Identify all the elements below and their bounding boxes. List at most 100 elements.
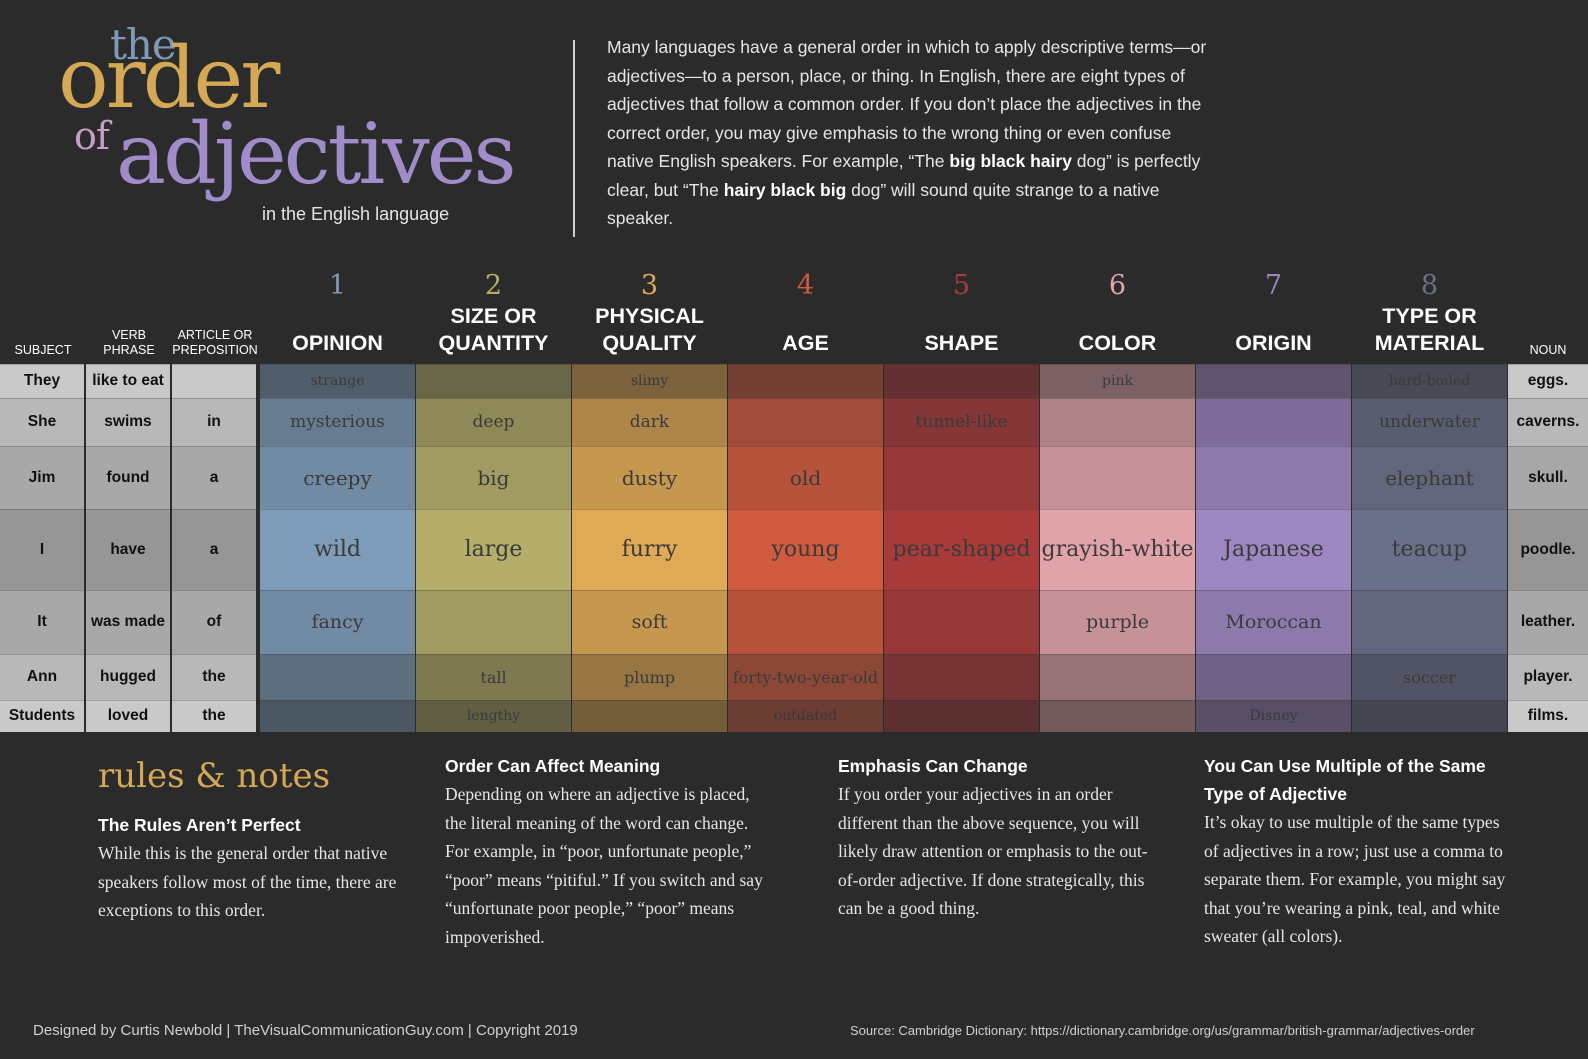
row-divider	[0, 446, 1588, 447]
noun-cell: eggs.	[1508, 364, 1588, 398]
type-or-material-cell: soccer	[1352, 654, 1508, 700]
opinion-cell: wild	[260, 509, 416, 590]
opinion-cell: fancy	[260, 590, 416, 654]
age-cell: young	[728, 509, 884, 590]
column-header-type-or-material: TYPE OR MATERIAL	[1374, 304, 1485, 355]
verb-cell: swims	[86, 398, 172, 446]
verb-cell: like to eat	[86, 364, 172, 398]
note-emphasis-change: Emphasis Can Change If you order your ad…	[838, 752, 1148, 923]
verb-cell: loved	[86, 700, 172, 732]
note-body: It’s okay to use multiple of the same ty…	[1204, 812, 1506, 946]
subject-cell: I	[0, 509, 86, 590]
column-number-size-or-quantity: 2	[484, 270, 503, 301]
article-cell: the	[172, 700, 258, 732]
color-cell	[1040, 446, 1196, 509]
color-cell	[1040, 654, 1196, 700]
verb-cell: have	[86, 509, 172, 590]
opinion-cell: strange	[260, 364, 416, 398]
footer-credit: Designed by Curtis Newbold | TheVisualCo…	[33, 1022, 578, 1039]
color-cell: pink	[1040, 364, 1196, 398]
physical-quality-cell: plump	[572, 654, 728, 700]
footer-source: Source: Cambridge Dictionary: https://di…	[850, 1023, 1475, 1038]
subject-cell: They	[0, 364, 86, 398]
title-adjectives: adjectives	[116, 105, 517, 203]
origin-cell: Disney	[1196, 700, 1352, 732]
column-number-origin: 7	[1264, 270, 1283, 301]
subject-cell: It	[0, 590, 86, 654]
origin-cell	[1196, 654, 1352, 700]
article-cell: a	[172, 509, 258, 590]
size-or-quantity-cell: deep	[416, 398, 572, 446]
verb-cell: found	[86, 446, 172, 509]
noun-cell: player.	[1508, 654, 1588, 700]
type-or-material-cell	[1352, 590, 1508, 654]
shape-cell	[884, 700, 1040, 732]
physical-quality-cell: dusty	[572, 446, 728, 509]
size-or-quantity-cell: lengthy	[416, 700, 572, 732]
noun-cell: caverns.	[1508, 398, 1588, 446]
type-or-material-cell: elephant	[1352, 446, 1508, 509]
row-divider	[0, 700, 1588, 701]
column-number-shape: 5	[952, 270, 971, 301]
type-or-material-cell	[1352, 700, 1508, 732]
intro-bold-1: big black hairy	[949, 151, 1072, 171]
rules-notes-heading: rules & notes	[98, 756, 331, 796]
type-or-material-cell: hard-boiled	[1352, 364, 1508, 398]
size-or-quantity-cell: large	[416, 509, 572, 590]
color-cell	[1040, 700, 1196, 732]
size-or-quantity-cell	[416, 590, 572, 654]
intro-text-2: dog” is perfectly clear, but “The	[607, 151, 1201, 200]
physical-quality-cell: dark	[572, 398, 728, 446]
column-header-shape: SHAPE	[924, 331, 999, 355]
header-verb-phrase: VERB PHRASE	[103, 328, 155, 357]
shape-cell	[884, 446, 1040, 509]
physical-quality-cell: slimy	[572, 364, 728, 398]
column-number-opinion: 1	[328, 270, 347, 301]
note-multiple-same-type: You Can Use Multiple of the Same Type of…	[1204, 752, 1514, 951]
color-cell: grayish-white	[1040, 509, 1196, 590]
subject-cell: Ann	[0, 654, 86, 700]
title-of: of	[74, 114, 110, 158]
title-divider	[573, 40, 575, 237]
article-cell: in	[172, 398, 258, 446]
opinion-cell: mysterious	[260, 398, 416, 446]
noun-cell: poodle.	[1508, 509, 1588, 590]
note-body: Depending on where an adjective is place…	[445, 784, 763, 947]
shape-cell	[884, 364, 1040, 398]
size-or-quantity-cell: big	[416, 446, 572, 509]
opinion-cell: creepy	[260, 446, 416, 509]
age-cell	[728, 590, 884, 654]
row-divider	[0, 509, 1588, 510]
note-body: While this is the general order that nat…	[98, 843, 397, 920]
note-order-meaning: Order Can Affect Meaning Depending on wh…	[445, 752, 775, 951]
header-subject: SUBJECT	[14, 343, 72, 357]
column-header-age: AGE	[782, 331, 829, 355]
header-article-preposition: ARTICLE OR PREPOSITION	[172, 328, 258, 357]
note-title: Emphasis Can Change	[838, 756, 1028, 776]
physical-quality-cell: soft	[572, 590, 728, 654]
row-divider	[0, 364, 1588, 365]
article-cell: of	[172, 590, 258, 654]
origin-cell	[1196, 398, 1352, 446]
note-body: If you order your adjectives in an order…	[838, 784, 1148, 918]
type-or-material-cell: teacup	[1352, 509, 1508, 590]
subject-cell: Students	[0, 700, 86, 732]
column-number-age: 4	[796, 270, 815, 301]
column-header-physical-quality: PHYSICAL QUALITY	[595, 304, 704, 355]
shape-cell	[884, 590, 1040, 654]
origin-cell	[1196, 364, 1352, 398]
origin-cell	[1196, 446, 1352, 509]
row-divider	[0, 590, 1588, 591]
title-subtitle: in the English language	[262, 204, 450, 224]
intro-text-1: Many languages have a general order in w…	[607, 37, 1207, 171]
origin-cell: Japanese	[1196, 509, 1352, 590]
intro-bold-2: hairy black big	[723, 179, 847, 200]
age-cell	[728, 398, 884, 446]
verb-cell: hugged	[86, 654, 172, 700]
column-number-physical-quality: 3	[640, 270, 659, 301]
shape-cell	[884, 654, 1040, 700]
title-the: the	[110, 20, 177, 69]
column-header-opinion: OPINION	[292, 331, 383, 355]
age-cell: old	[728, 446, 884, 509]
column-number-type-or-material: 8	[1420, 270, 1439, 301]
